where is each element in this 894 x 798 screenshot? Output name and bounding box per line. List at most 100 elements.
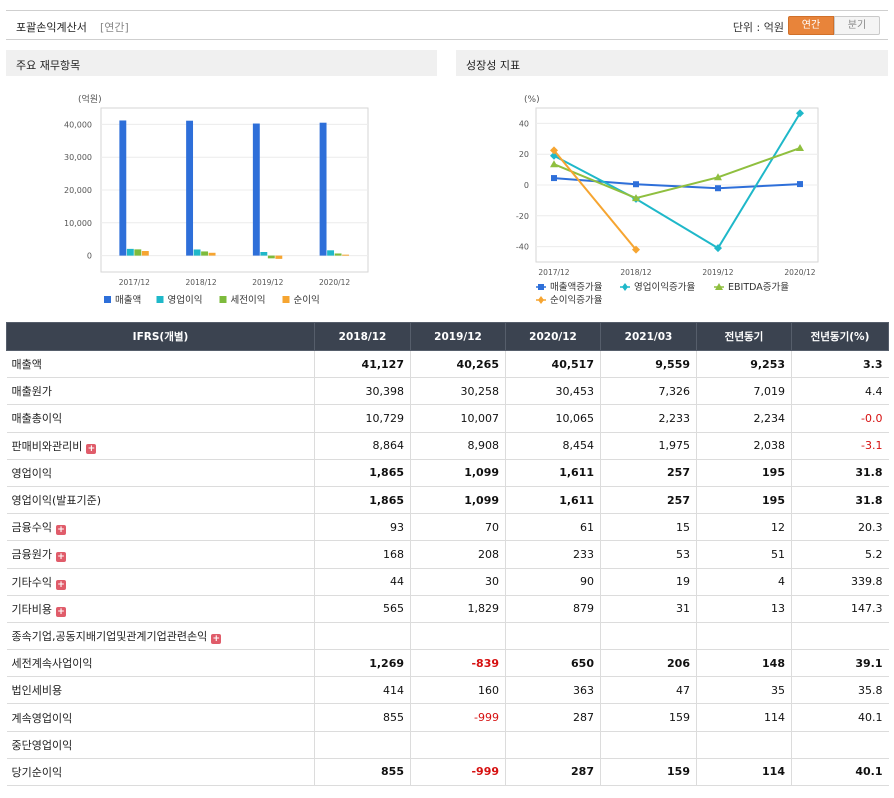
table-row: 매출총이익 10,729 10,007 10,065 2,233 2,234 -0.0 <box>6 404 889 433</box>
value-cell: -839 <box>410 649 506 678</box>
bar <box>319 122 327 256</box>
value-cell: 35.8 <box>791 676 889 705</box>
y-tick-label: 0 <box>87 252 92 261</box>
value-cell: 10,007 <box>410 404 506 433</box>
column-header: 전년동기 <box>696 322 792 351</box>
data-point <box>797 181 803 188</box>
legend-marker <box>538 296 544 304</box>
series-line <box>553 149 637 251</box>
row-label-cell: 중단영업이익 <box>6 731 315 759</box>
main-items-panel-title: 주요 재무항목 <box>6 50 437 76</box>
row-label: 매출액 <box>11 358 42 372</box>
value-cell: 339.8 <box>791 568 889 596</box>
bar <box>119 120 127 256</box>
value-cell <box>505 622 601 651</box>
row-label: 세전계속사업이익 <box>11 657 93 671</box>
value-cell: 287 <box>505 703 601 732</box>
value-cell: 1,829 <box>410 595 506 623</box>
value-cell: 9,559 <box>600 350 697 379</box>
table-row: 계속영업이익 855 -999 287 159 114 40.1 <box>6 703 889 732</box>
row-label-cell: 금융원가 + <box>6 540 315 569</box>
value-cell: 2,234 <box>696 404 792 433</box>
value-cell: 31 <box>600 595 697 623</box>
value-cell: 51 <box>696 540 792 569</box>
data-point <box>550 146 558 155</box>
bar <box>252 123 260 256</box>
row-label: 매출원가 <box>11 385 52 399</box>
value-cell: 44 <box>314 568 411 596</box>
legend-swatch <box>282 296 290 303</box>
expand-plus-icon[interactable]: + <box>55 552 66 563</box>
table-row: 영업이익(발표기준) 1,865 1,099 1,611 257 195 31.8 <box>6 486 889 515</box>
data-point <box>550 151 558 160</box>
value-cell: 90 <box>505 568 601 596</box>
value-cell: 114 <box>696 758 792 787</box>
table-row: 세전계속사업이익 1,269 -839 650 206 148 39.1 <box>6 649 889 678</box>
value-cell: 40.1 <box>791 703 889 732</box>
row-label: 매출총이익 <box>11 412 63 426</box>
legend-label: 순이익증가율 <box>550 294 603 306</box>
value-cell: 159 <box>600 758 697 787</box>
value-cell: 40.1 <box>791 758 889 787</box>
value-cell <box>505 731 601 759</box>
expand-plus-icon[interactable]: + <box>211 633 222 644</box>
annual-button[interactable]: 연간 <box>788 16 834 35</box>
value-cell: 2,038 <box>696 432 792 460</box>
expand-plus-icon[interactable]: + <box>55 579 66 590</box>
y-tick-label: 30,000 <box>64 153 92 162</box>
x-tick-label: 2019/12 <box>702 268 733 277</box>
row-label: 당기순이익 <box>11 765 63 779</box>
row-label: 계속영업이익 <box>11 711 73 725</box>
row-label: 기타수익 <box>11 575 52 589</box>
row-label: 중단영업이익 <box>11 738 73 752</box>
row-label-cell: 계속영업이익 <box>6 703 315 732</box>
statement-title: 포괄손익계산서 <box>16 21 87 34</box>
value-cell: 5.2 <box>791 540 889 569</box>
value-cell: 1,611 <box>505 486 601 515</box>
value-cell: 4 <box>696 568 792 596</box>
bar <box>208 252 216 256</box>
value-cell: 147.3 <box>791 595 889 623</box>
legend-marker <box>715 283 723 290</box>
y-tick-label: -40 <box>516 243 529 252</box>
value-cell: 206 <box>600 649 697 678</box>
data-point <box>550 160 558 168</box>
value-cell: 363 <box>505 676 601 705</box>
value-cell: 855 <box>314 703 411 732</box>
value-cell <box>696 622 792 651</box>
expand-plus-icon[interactable]: + <box>86 443 97 454</box>
value-cell: 7,019 <box>696 377 792 406</box>
data-point <box>714 244 722 253</box>
bar <box>260 251 268 256</box>
bar <box>327 250 335 256</box>
data-point <box>632 245 640 254</box>
expand-plus-icon[interactable]: + <box>55 606 66 617</box>
value-cell <box>314 731 411 759</box>
row-label-cell: 기타수익 + <box>6 568 315 596</box>
x-tick-label: 2017/12 <box>119 278 150 287</box>
y-axis-label: (%) <box>524 95 540 105</box>
main-items-bar-chart: (억원) 0 10,000 20,000 30,000 40,000 2017/12 2018… <box>64 93 369 306</box>
quarterly-button[interactable]: 분기 <box>834 16 880 35</box>
value-cell: 195 <box>696 486 792 515</box>
x-tick-label: 2017/12 <box>538 268 569 277</box>
y-axis-label: (억원) <box>78 93 102 105</box>
value-cell: 1,099 <box>410 459 506 487</box>
data-point <box>796 144 804 152</box>
y-tick-label: 20 <box>519 150 529 159</box>
unit-label: 단위 : 억원 <box>732 21 784 34</box>
y-tick-label: 0 <box>524 181 529 190</box>
legend-label: 영업이익 <box>168 294 203 306</box>
row-label-cell: 매출총이익 <box>6 404 315 433</box>
value-cell <box>696 731 792 759</box>
y-tick-label: -20 <box>516 212 529 221</box>
bar <box>134 249 142 256</box>
row-label-cell: 기타비용 + <box>6 595 315 623</box>
row-label-cell: 판매비와관리비 + <box>6 432 315 460</box>
value-cell: 20.3 <box>791 513 889 542</box>
table-row: 금융수익 +93 70 61 15 12 20.3 <box>6 513 889 542</box>
expand-plus-icon[interactable]: + <box>55 525 66 536</box>
value-cell: 40,265 <box>410 350 506 379</box>
value-cell: 2,233 <box>600 404 697 433</box>
row-label: 법인세비용 <box>11 684 63 698</box>
